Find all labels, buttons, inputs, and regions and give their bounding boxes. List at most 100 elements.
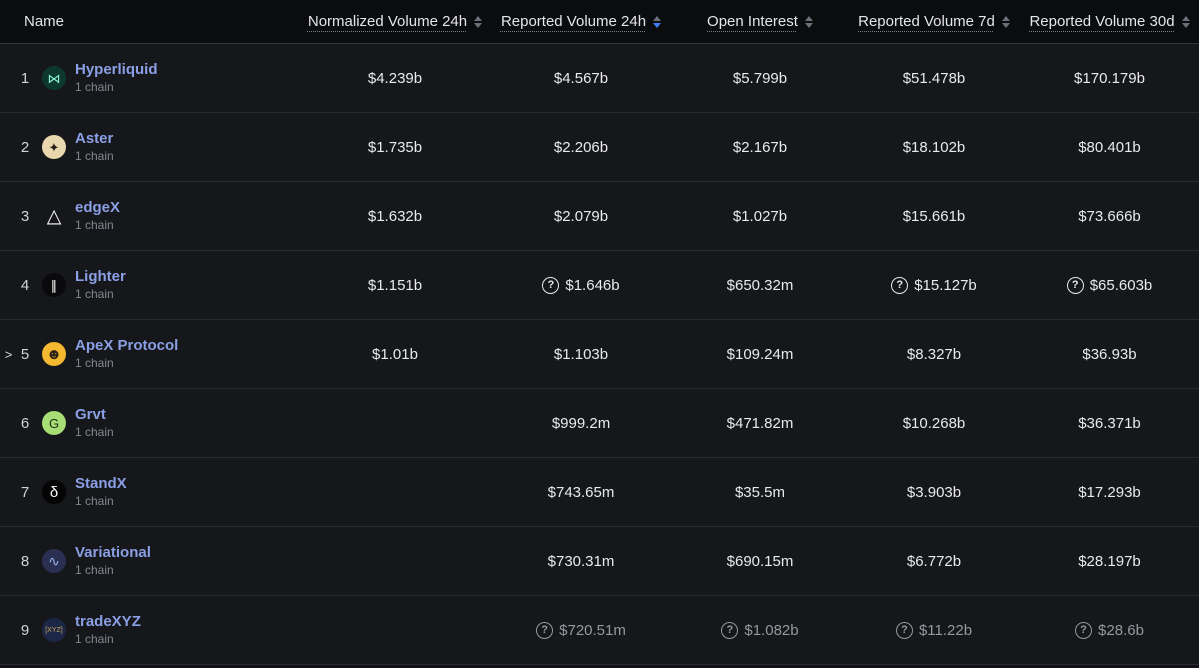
sort-icon[interactable] [474, 15, 483, 28]
column-header-reported-volume-7d[interactable]: Reported Volume 7d [848, 13, 1020, 30]
cell-value: $15.661b [902, 207, 966, 225]
sort-asc-arrow-icon [1181, 15, 1190, 21]
cell-value: $1.082b [744, 621, 799, 639]
cell-value: $3.903b [906, 483, 962, 501]
cell-reported-volume-7d: $51.478b [848, 70, 1020, 87]
aster-logo-icon: ✦ [42, 135, 66, 159]
table-row: 1 ⋈ Hyperliquid 1 chain $4.239b $4.567b … [0, 44, 1199, 113]
cell-value: $11.22b [918, 621, 973, 639]
cell-reported-volume-30d: $36.93b [1020, 346, 1199, 363]
cell-value: $690.15m [726, 552, 794, 570]
cell-value: $73.666b [1078, 207, 1141, 225]
cell-value: $2.079b [553, 207, 609, 225]
cell-value: $999.2m [551, 414, 611, 432]
protocol-name-link[interactable]: StandX [75, 474, 127, 492]
cell-reported-volume-7d: $10.268b [848, 415, 1020, 432]
sort-asc-arrow-icon [474, 15, 483, 21]
cell-reported-volume-24h: $743.65m [490, 484, 672, 501]
estimated-value-info-icon[interactable]: ? [542, 276, 560, 294]
cell-value: $1.01b [372, 345, 418, 363]
estimated-value-info-icon[interactable]: ? [1066, 276, 1084, 294]
protocol-name-block: Aster 1 chain [75, 129, 114, 164]
cell-value: $109.24m [726, 345, 794, 363]
cell-reported-volume-30d: $36.371b [1020, 415, 1199, 432]
cell-value: $36.93b [1082, 345, 1137, 363]
estimated-value-info-icon[interactable]: ? [891, 276, 909, 294]
cell-reported-volume-30d: ? $65.603b [1020, 276, 1199, 294]
cell-value: $8.327b [906, 345, 962, 363]
table-row: 3 △ edgeX 1 chain $1.632b $2.079b $1.027… [0, 182, 1199, 251]
cell-reported-volume-24h: ? $1.646b [490, 276, 672, 294]
cell-reported-volume-7d: ? $15.127b [848, 276, 1020, 294]
edgex-logo-icon: △ [46, 205, 62, 227]
cell-open-interest: $109.24m [672, 346, 848, 363]
cell-value: $1.632b [367, 207, 423, 225]
protocol-name-link[interactable]: Variational [75, 543, 151, 561]
estimated-value-info-icon[interactable]: ? [1075, 621, 1093, 639]
cell-value: $743.65m [547, 483, 615, 501]
sort-icon[interactable] [1001, 15, 1010, 28]
cell-reported-volume-30d: $170.179b [1020, 70, 1199, 87]
cell-reported-volume-24h: $2.206b [490, 139, 672, 156]
protocol-name-link[interactable]: tradeXYZ [75, 612, 141, 630]
column-header-open-interest[interactable]: Open Interest [672, 13, 848, 30]
protocol-name-block: tradeXYZ 1 chain [75, 612, 141, 647]
sort-icon[interactable] [804, 15, 813, 28]
cell-value: $28.197b [1078, 552, 1141, 570]
row-rank: 3 [20, 207, 30, 225]
protocol-chains: 1 chain [75, 287, 114, 302]
protocol-name-link[interactable]: Hyperliquid [75, 60, 158, 78]
cell-reported-volume-7d: $6.772b [848, 553, 1020, 570]
estimated-value-info-icon[interactable]: ? [536, 621, 554, 639]
variational-logo-icon: ∿ [42, 549, 66, 573]
cell-normalized-volume-24h: $1.735b [300, 139, 490, 156]
sort-asc-arrow-icon [1001, 15, 1010, 21]
column-header-reported-volume-24h[interactable]: Reported Volume 24h [490, 13, 672, 30]
row-rank: 6 [20, 414, 30, 432]
column-header-label: Normalized Volume 24h [307, 13, 468, 30]
cell-value: $80.401b [1078, 138, 1141, 156]
cell-value: $36.371b [1078, 414, 1141, 432]
protocol-name-cell: 8 ∿ Variational 1 chain [0, 527, 300, 595]
cell-reported-volume-30d: ? $28.6b [1020, 621, 1199, 639]
table-header-row: Name Normalized Volume 24h Reported Volu… [0, 0, 1199, 44]
expand-chevron-icon[interactable]: > [4, 346, 13, 362]
column-header-label: Open Interest [707, 13, 798, 30]
sort-icon[interactable] [1181, 15, 1190, 28]
row-rank: 2 [20, 138, 30, 156]
protocol-name-link[interactable]: Aster [75, 129, 114, 147]
cell-reported-volume-7d: $3.903b [848, 484, 1020, 501]
protocol-name-link[interactable]: edgeX [75, 198, 121, 216]
protocol-chains: 1 chain [75, 356, 114, 371]
cell-value: $170.179b [1074, 69, 1145, 87]
estimated-value-info-icon[interactable]: ? [721, 621, 739, 639]
cell-open-interest: $471.82m [672, 415, 848, 432]
cell-value: $65.603b [1089, 276, 1153, 294]
protocol-name-link[interactable]: Lighter [75, 267, 126, 285]
row-rank: 7 [20, 483, 30, 501]
cell-normalized-volume-24h: $1.151b [300, 277, 490, 294]
protocol-name-cell: 7 δ StandX 1 chain [0, 458, 300, 526]
protocol-name-cell: 3 △ edgeX 1 chain [0, 182, 300, 250]
column-header-normalized-volume-24h[interactable]: Normalized Volume 24h [300, 13, 490, 30]
apex-protocol-logo-icon: ☻ [42, 342, 66, 366]
sort-icon[interactable] [653, 15, 662, 28]
protocol-name-link[interactable]: ApeX Protocol [75, 336, 179, 354]
sort-desc-arrow-icon [474, 22, 483, 28]
protocol-chains: 1 chain [75, 632, 114, 647]
protocol-name-link[interactable]: Grvt [75, 405, 106, 423]
cell-reported-volume-24h: ? $720.51m [490, 621, 672, 639]
cell-value: $10.268b [902, 414, 966, 432]
estimated-value-info-icon[interactable]: ? [895, 621, 913, 639]
tradexyz-logo-icon: [XYZ] [42, 618, 66, 642]
cell-reported-volume-24h: $730.31m [490, 553, 672, 570]
lighter-logo-icon: ∥ [42, 273, 66, 297]
cell-value: $471.82m [726, 414, 794, 432]
sort-asc-arrow-icon [653, 15, 662, 21]
protocol-name-block: edgeX 1 chain [75, 198, 121, 233]
cell-open-interest: $35.5m [672, 484, 848, 501]
protocol-chains: 1 chain [75, 149, 114, 164]
cell-value: $28.6b [1098, 621, 1144, 639]
protocol-name-block: Grvt 1 chain [75, 405, 114, 440]
column-header-reported-volume-30d[interactable]: Reported Volume 30d [1020, 13, 1199, 30]
